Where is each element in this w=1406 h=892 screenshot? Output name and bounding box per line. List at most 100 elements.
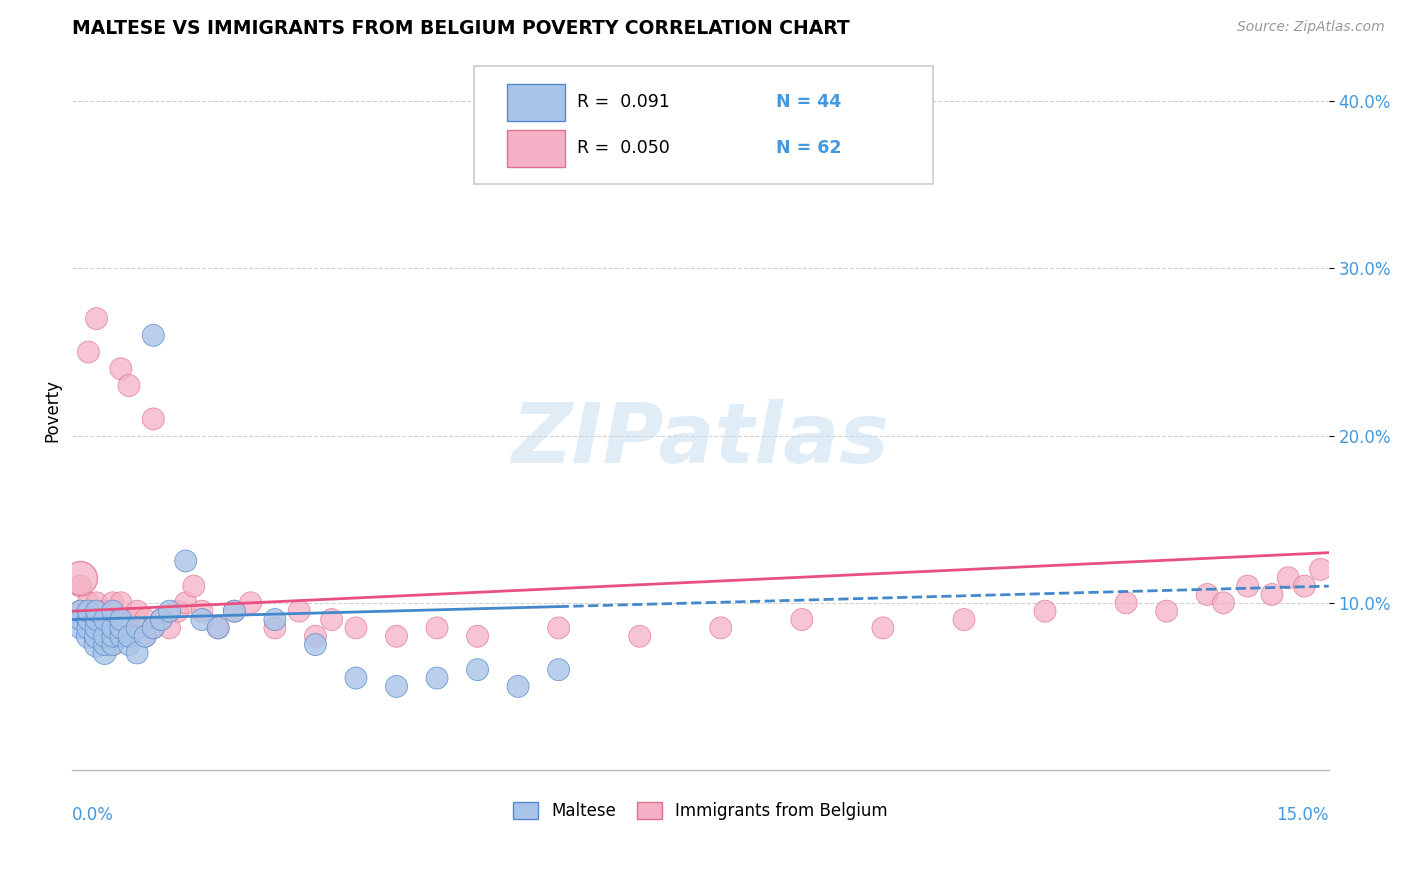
Point [86,638,108,652]
Point [86,621,108,635]
Point [224,604,246,618]
Point [69,621,91,635]
Point [77,613,100,627]
Text: MALTESE VS IMMIGRANTS FROM BELGIUM POVERTY CORRELATION CHART: MALTESE VS IMMIGRANTS FROM BELGIUM POVER… [72,20,851,38]
FancyBboxPatch shape [508,84,565,121]
Point [69,571,91,585]
Point [1156,604,1178,618]
Point [344,621,367,635]
Point [86,604,108,618]
Y-axis label: Poverty: Poverty [44,379,60,442]
Point [872,621,894,635]
Point [1197,587,1219,601]
Point [1309,562,1331,576]
Point [77,345,100,359]
Point [790,613,813,627]
Point [77,604,100,618]
Point [77,621,100,635]
Point [93,638,115,652]
Point [101,604,124,618]
Point [127,621,149,635]
Point [110,621,132,635]
Point [110,613,132,627]
Point [93,646,115,660]
Point [77,621,100,635]
Point [183,579,205,593]
Point [86,311,108,326]
Point [142,621,165,635]
Point [110,613,132,627]
Point [1212,596,1234,610]
Point [101,638,124,652]
Point [344,671,367,685]
Point [1115,596,1137,610]
Point [86,613,108,627]
Text: 0.0%: 0.0% [72,806,114,824]
Point [174,596,197,610]
Point [710,621,733,635]
Point [1294,579,1316,593]
Point [166,604,188,618]
Text: R =  0.050: R = 0.050 [578,139,671,157]
Point [127,646,149,660]
Point [426,671,449,685]
Point [77,596,100,610]
Point [224,604,246,618]
Point [207,621,229,635]
Point [547,663,569,677]
Point [127,604,149,618]
Point [134,629,156,643]
Point [118,638,141,652]
Point [191,604,214,618]
Point [101,621,124,635]
Text: Source: ZipAtlas.com: Source: ZipAtlas.com [1237,20,1385,34]
FancyBboxPatch shape [508,129,565,167]
Text: N = 44: N = 44 [776,93,841,111]
Point [264,621,287,635]
Point [110,361,132,376]
Point [93,613,115,627]
Point [150,613,173,627]
Point [467,629,489,643]
Point [288,604,311,618]
Point [93,613,115,627]
Point [1261,587,1284,601]
Point [93,629,115,643]
Point [304,629,326,643]
Point [77,629,100,643]
Point [304,638,326,652]
Point [101,638,124,652]
Point [426,621,449,635]
Point [110,629,132,643]
Point [385,629,408,643]
Point [142,412,165,426]
Point [69,613,91,627]
Legend: Maltese, Immigrants from Belgium: Maltese, Immigrants from Belgium [506,795,894,826]
Point [953,613,976,627]
Point [142,328,165,343]
Point [467,663,489,677]
Point [93,604,115,618]
Point [101,629,124,643]
Point [118,629,141,643]
Point [110,596,132,610]
Text: ZIPatlas: ZIPatlas [512,399,890,480]
Point [118,613,141,627]
Text: R =  0.091: R = 0.091 [578,93,671,111]
Point [159,621,181,635]
Point [93,629,115,643]
Point [69,604,91,618]
Point [1236,579,1258,593]
Point [69,579,91,593]
Point [134,613,156,627]
Point [86,621,108,635]
Point [86,596,108,610]
Point [159,604,181,618]
Point [118,378,141,392]
Point [150,613,173,627]
Point [142,621,165,635]
Point [86,613,108,627]
Point [506,680,529,694]
Point [101,621,124,635]
Point [628,629,651,643]
